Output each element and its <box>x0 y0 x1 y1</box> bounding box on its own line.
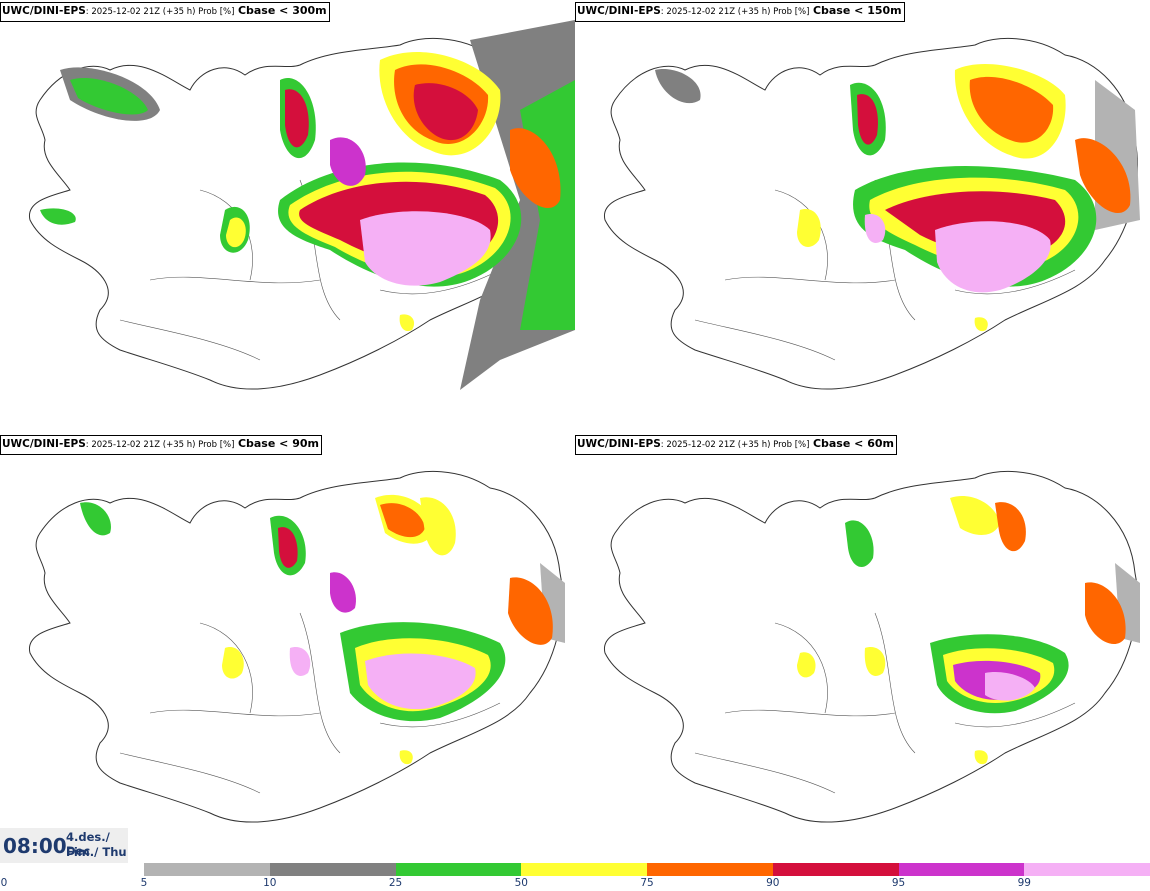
colorbar-tick-label: 75 <box>640 877 654 889</box>
panel-title: UWC/DINI-EPS: 2025-12-02 21Z (+35 h) Pro… <box>575 2 905 22</box>
map-panel-cbase-60: UWC/DINI-EPS: 2025-12-02 21Z (+35 h) Pro… <box>575 433 1150 866</box>
colorbar-tick-label: 25 <box>388 877 403 889</box>
colorbar-tick-label: 5 <box>140 877 148 889</box>
iceland-map <box>603 37 1140 390</box>
map-panel-cbase-150: UWC/DINI-EPS: 2025-12-02 21Z (+35 h) Pro… <box>575 0 1150 433</box>
colorbar-segment <box>269 863 396 876</box>
iceland-map <box>603 470 1140 823</box>
colorbar-segment <box>1024 863 1150 876</box>
panel-title: UWC/DINI-EPS: 2025-12-02 21Z (+35 h) Pro… <box>575 435 897 455</box>
probability-field <box>797 495 1140 765</box>
panel-title: UWC/DINI-EPS: 2025-12-02 21Z (+35 h) Pro… <box>0 2 330 22</box>
colorbar-segment <box>772 863 899 876</box>
map-panel-cbase-90: UWC/DINI-EPS: 2025-12-02 21Z (+35 h) Pro… <box>0 433 575 866</box>
valid-time-box: 08:00 4.des./ Dec Fim./ Thu <box>0 828 128 863</box>
colorbar-segment <box>898 863 1025 876</box>
colorbar-tick-label: 50 <box>514 877 528 889</box>
colorbar-segment <box>395 863 522 876</box>
colorbar-tick-label: 95 <box>891 877 906 889</box>
colorbar-segment <box>647 863 773 876</box>
colorbar-tick-label: 0 <box>0 877 8 889</box>
colorbar-tick-label: 10 <box>263 877 277 889</box>
panel-title: UWC/DINI-EPS: 2025-12-02 21Z (+35 h) Pro… <box>0 435 322 455</box>
probability-colorbar <box>144 863 1150 876</box>
valid-date-line1: 4.des./ Dec <box>66 830 110 858</box>
valid-date-line2: Fim./ Thu <box>66 845 127 859</box>
probability-field <box>80 494 565 765</box>
probability-field <box>40 20 575 390</box>
valid-time-clock: 08:00 <box>3 834 67 858</box>
colorbar-segment <box>521 863 647 876</box>
iceland-map <box>28 470 565 823</box>
iceland-map <box>28 20 575 390</box>
probability-field <box>655 64 1140 332</box>
colorbar-segment <box>144 863 270 876</box>
colorbar-tick-label: 99 <box>1017 877 1031 889</box>
colorbar-tick-label: 90 <box>766 877 780 889</box>
map-panel-cbase-300: UWC/DINI-EPS: 2025-12-02 21Z (+35 h) Pro… <box>0 0 575 433</box>
